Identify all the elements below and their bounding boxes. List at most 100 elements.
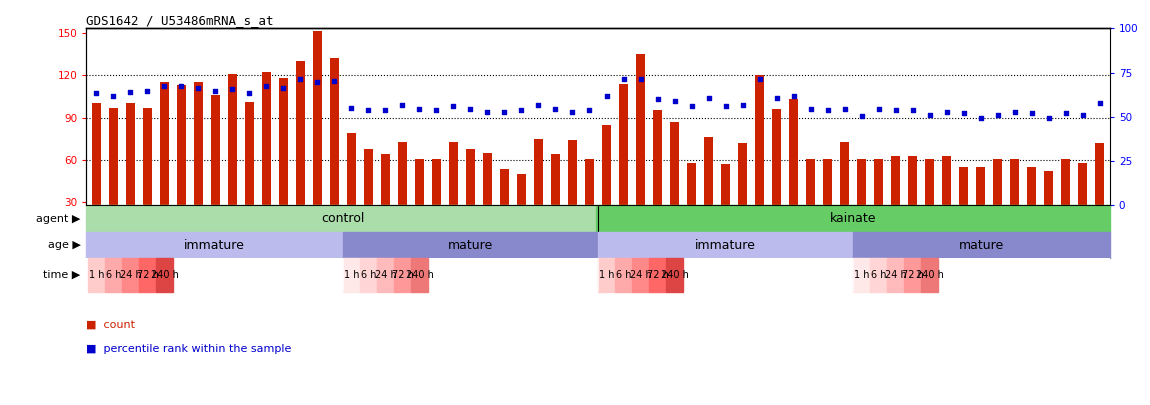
Bar: [615, 258, 632, 292]
Bar: [262, 72, 271, 245]
Text: 6 h: 6 h: [361, 270, 376, 280]
Point: [240, 90, 259, 97]
Bar: [653, 111, 662, 245]
Text: age ▶: age ▶: [47, 240, 80, 250]
Bar: [448, 142, 458, 245]
Bar: [177, 85, 186, 245]
Bar: [228, 74, 237, 245]
Bar: [871, 258, 887, 292]
Bar: [806, 159, 815, 245]
Point: [835, 106, 853, 112]
Point: [699, 94, 718, 101]
Text: agent ▶: agent ▶: [36, 213, 80, 224]
Bar: [636, 54, 645, 245]
Bar: [789, 99, 798, 245]
Point: [1073, 111, 1091, 118]
Point: [734, 102, 752, 108]
Point: [887, 107, 905, 114]
Bar: [874, 159, 883, 245]
Bar: [363, 149, 373, 245]
Point: [1090, 100, 1109, 107]
Point: [190, 85, 208, 91]
Point: [750, 76, 768, 83]
Bar: [360, 258, 377, 292]
Point: [478, 109, 497, 115]
Point: [274, 85, 292, 91]
Point: [444, 103, 462, 109]
Point: [972, 114, 990, 121]
Bar: [601, 125, 611, 245]
Bar: [160, 82, 169, 245]
Point: [904, 107, 922, 114]
Bar: [313, 31, 322, 245]
Text: immature: immature: [184, 239, 245, 252]
Bar: [534, 139, 543, 245]
Point: [172, 83, 191, 90]
Bar: [156, 258, 172, 292]
Bar: [483, 153, 492, 245]
Bar: [687, 163, 696, 245]
Bar: [105, 258, 122, 292]
Bar: [125, 103, 136, 245]
Bar: [942, 156, 951, 245]
Point: [954, 110, 973, 117]
Point: [682, 103, 700, 109]
Point: [359, 107, 377, 114]
Bar: [92, 103, 101, 245]
Bar: [1078, 163, 1087, 245]
Point: [393, 102, 412, 108]
Bar: [959, 167, 968, 245]
Text: ■  percentile rank within the sample: ■ percentile rank within the sample: [86, 344, 292, 354]
Bar: [516, 174, 527, 245]
Point: [512, 107, 530, 114]
Bar: [853, 232, 1110, 258]
Point: [496, 109, 514, 115]
Point: [666, 97, 684, 104]
Bar: [245, 102, 254, 245]
Bar: [86, 205, 599, 232]
Bar: [86, 232, 343, 258]
Bar: [109, 108, 118, 245]
Bar: [598, 258, 615, 292]
Bar: [666, 258, 683, 292]
Text: control: control: [321, 212, 365, 225]
Point: [614, 76, 632, 83]
Point: [258, 83, 276, 90]
Bar: [704, 137, 713, 245]
Bar: [1095, 143, 1104, 245]
Point: [138, 87, 156, 94]
Point: [1022, 110, 1041, 117]
Bar: [411, 258, 428, 292]
Text: 1 h: 1 h: [599, 270, 614, 280]
Point: [1005, 109, 1024, 115]
Text: mature: mature: [959, 239, 1004, 252]
Bar: [619, 83, 628, 245]
Bar: [632, 258, 649, 292]
Bar: [823, 159, 833, 245]
Point: [411, 106, 429, 112]
Bar: [754, 75, 765, 245]
Point: [325, 77, 344, 84]
Point: [937, 109, 956, 115]
Text: 24 h: 24 h: [120, 270, 141, 280]
Bar: [139, 258, 156, 292]
Bar: [194, 82, 204, 245]
Text: 6 h: 6 h: [106, 270, 121, 280]
Bar: [381, 154, 390, 245]
Bar: [738, 143, 748, 245]
Bar: [992, 159, 1002, 245]
Bar: [568, 140, 577, 245]
Point: [767, 94, 785, 101]
Bar: [122, 258, 139, 292]
Bar: [887, 258, 904, 292]
Point: [105, 93, 123, 100]
Bar: [857, 159, 866, 245]
Point: [819, 107, 837, 114]
Point: [291, 76, 309, 83]
Bar: [347, 133, 356, 245]
Text: 72 h: 72 h: [137, 270, 159, 280]
Text: 240 h: 240 h: [151, 270, 178, 280]
Bar: [500, 168, 509, 245]
Bar: [398, 142, 407, 245]
Bar: [597, 205, 1110, 232]
